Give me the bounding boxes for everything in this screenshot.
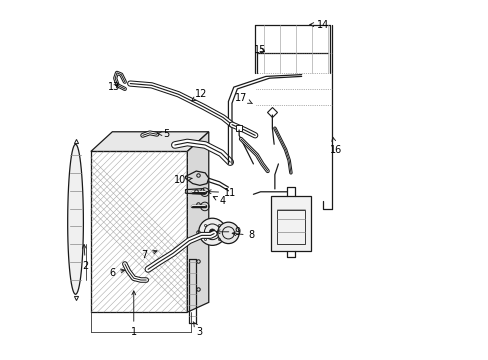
Polygon shape	[91, 132, 208, 152]
Circle shape	[209, 229, 215, 235]
Circle shape	[217, 222, 239, 244]
Text: 12: 12	[191, 89, 207, 101]
Text: 11: 11	[207, 188, 236, 198]
Text: 1: 1	[130, 291, 137, 337]
Text: 5: 5	[157, 129, 169, 139]
Text: 7: 7	[141, 250, 157, 260]
Text: 10: 10	[174, 175, 192, 185]
Text: 8: 8	[232, 230, 254, 240]
Text: 9: 9	[216, 227, 240, 237]
Polygon shape	[67, 144, 83, 294]
Polygon shape	[187, 132, 208, 312]
Text: 4: 4	[213, 197, 225, 206]
Text: 6: 6	[109, 268, 124, 278]
Text: 2: 2	[82, 244, 88, 271]
Text: 3: 3	[193, 322, 203, 337]
Text: 17: 17	[234, 93, 252, 104]
Text: 14: 14	[309, 19, 328, 30]
Text: 15: 15	[254, 45, 266, 55]
Bar	[271, 196, 310, 251]
Circle shape	[198, 218, 225, 246]
Text: 16: 16	[329, 137, 341, 155]
Bar	[276, 210, 305, 244]
Text: 13: 13	[108, 82, 120, 92]
